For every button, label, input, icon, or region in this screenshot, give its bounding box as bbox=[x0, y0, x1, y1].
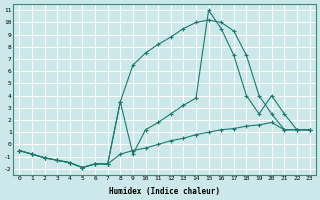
X-axis label: Humidex (Indice chaleur): Humidex (Indice chaleur) bbox=[109, 187, 220, 196]
